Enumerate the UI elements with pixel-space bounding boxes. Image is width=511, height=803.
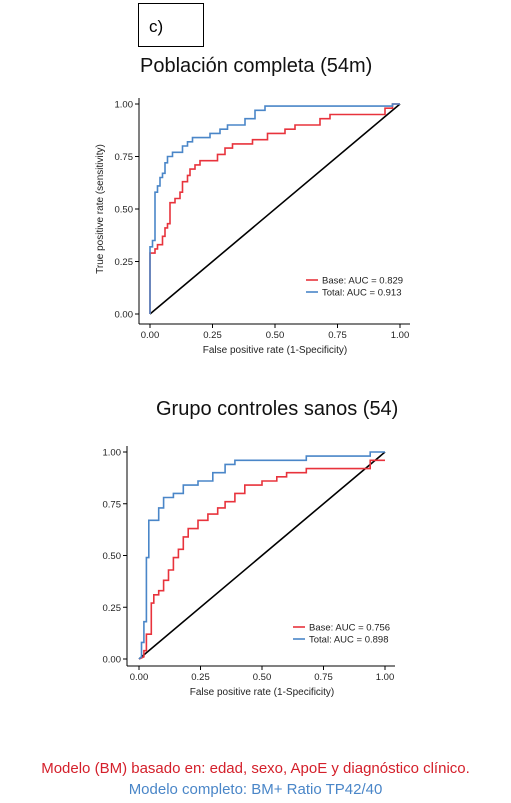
- chart-title-poblacion: Población completa (54m): [140, 55, 373, 77]
- y-tick-label: 0.25: [115, 257, 134, 268]
- x-tick-label: 0.50: [266, 330, 285, 341]
- y-tick-label: 0.75: [115, 152, 134, 163]
- legend-label-total: Total: AUC = 0.898: [309, 635, 388, 646]
- diagonal-reference-line: [149, 103, 401, 315]
- roc-curve-total: [138, 451, 385, 660]
- legend-label-base: Base: AUC = 0.756: [309, 623, 390, 634]
- y-tick-label: 0.00: [103, 655, 122, 666]
- y-tick-label: 0.50: [115, 205, 134, 216]
- roc-chart-controles: 0.00 0.25 0.50 0.75 1.00 0.00 0.25 0.50 0.75 1.00…: [103, 446, 395, 698]
- x-tick-label: 1.00: [376, 672, 395, 683]
- x-tick-label: 0.75: [328, 330, 347, 341]
- y-tick-label: 1.00: [103, 448, 122, 459]
- roc-chart-poblacion: 0.00 0.25 0.50 0.75 1.00 0.00 0.25 0.50 0.75 1.00…: [95, 98, 410, 356]
- y-tick-label: 0.25: [103, 603, 122, 614]
- footnote-full-model: Modelo completo: BM+ Ratio TP42/40: [128, 781, 383, 798]
- y-tick-label: 1.00: [115, 100, 134, 111]
- roc-curve-total: [149, 103, 400, 314]
- footnote-base-model: Modelo (BM) basado en: edad, sexo, ApoE …: [41, 760, 470, 777]
- chart-title-controles: Grupo controles sanos (54): [156, 398, 399, 420]
- y-axis-label: True positive rate (sensitivity): [95, 144, 106, 274]
- x-tick-label: 0.00: [141, 330, 160, 341]
- x-axis-label: False positive rate (1-Specificity): [203, 345, 348, 356]
- roc-curve-base: [149, 103, 400, 314]
- y-tick-label: 0.50: [103, 551, 122, 562]
- y-tick-label: 0.00: [115, 310, 134, 321]
- x-tick-label: 0.75: [314, 672, 333, 683]
- x-tick-label: 0.00: [130, 672, 149, 683]
- x-tick-label: 0.50: [253, 672, 272, 683]
- y-tick-label: 0.75: [103, 499, 122, 510]
- x-axis-label: False positive rate (1-Specificity): [190, 687, 335, 698]
- panel-label: c): [138, 3, 204, 47]
- roc-curve-base: [138, 459, 385, 660]
- x-tick-label: 0.25: [203, 330, 222, 341]
- legend-label-total: Total: AUC = 0.913: [322, 288, 401, 299]
- x-tick-label: 1.00: [391, 330, 410, 341]
- legend-label-base: Base: AUC = 0.829: [322, 276, 403, 287]
- diagonal-reference-line: [138, 451, 386, 660]
- x-tick-label: 0.25: [191, 672, 210, 683]
- panel-label-text: c): [149, 17, 164, 36]
